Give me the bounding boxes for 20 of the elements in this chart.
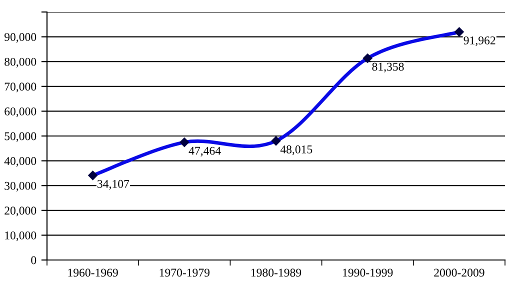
- data-label: 47,464: [188, 146, 221, 156]
- y-tick-label: 10,000: [5, 231, 36, 242]
- x-tick-label: 1980-1989: [251, 268, 302, 277]
- y-tick-label: 80,000: [4, 58, 36, 68]
- y-tick-label: 70,000: [4, 82, 36, 92]
- y-tick-label: 0: [31, 256, 36, 264]
- x-tick-label: 2000-2009: [434, 268, 484, 277]
- data-label: 34,107: [98, 180, 130, 190]
- y-tick-label: 30,000: [4, 182, 36, 192]
- x-tick-label: 1960-1969: [68, 268, 118, 277]
- x-tick-label: 1970-1979: [160, 268, 210, 277]
- y-tick-label: 90,000: [4, 33, 36, 43]
- data-label: 81,358: [372, 62, 404, 72]
- y-tick-label: 20,000: [4, 206, 36, 216]
- y-tick-label: 40,000: [4, 157, 36, 167]
- y-tick-label: 60,000: [4, 107, 36, 118]
- data-label: 91,962: [464, 36, 496, 46]
- y-tick-label: 50,000: [4, 132, 36, 142]
- data-label: 48,015: [280, 145, 312, 156]
- x-tick-label: 1990-1999: [343, 268, 393, 277]
